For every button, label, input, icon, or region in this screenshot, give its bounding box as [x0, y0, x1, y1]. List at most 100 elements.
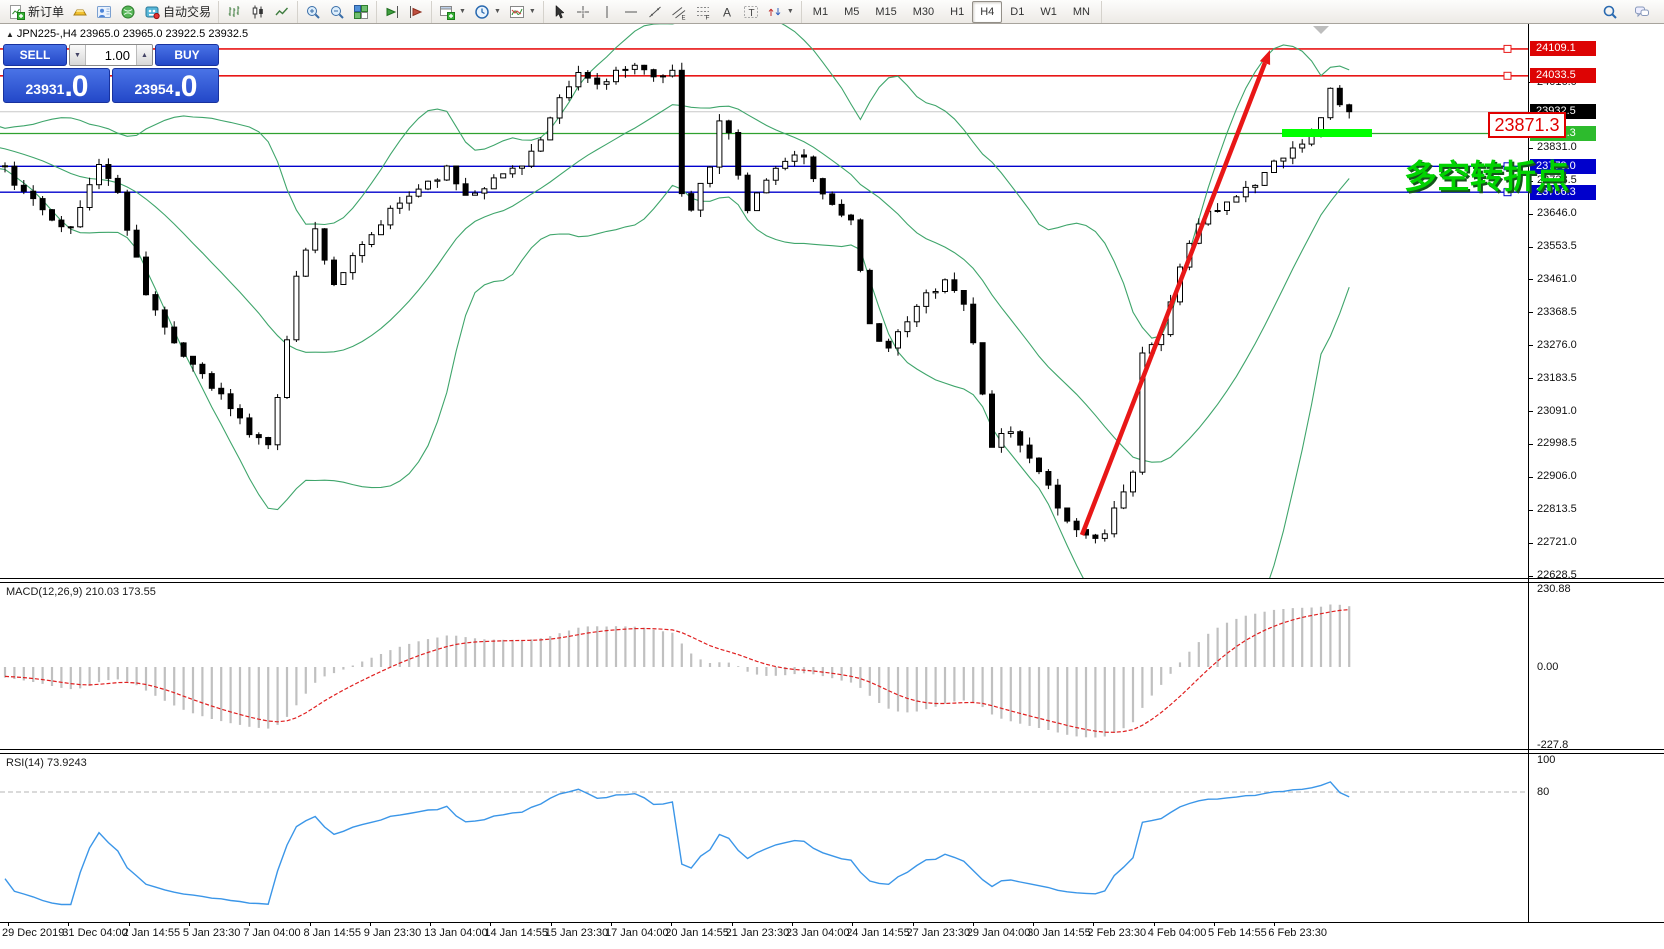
- algo-trading-button[interactable]: 自动交易: [140, 1, 215, 23]
- time-tick-label: 2 Jan 14:55: [122, 927, 181, 939]
- data-window-button[interactable]: [92, 1, 116, 23]
- bar-chart-button[interactable]: [222, 1, 246, 23]
- horizontal-line-button[interactable]: [619, 1, 643, 23]
- timeframe-m15-button[interactable]: M15: [867, 1, 904, 23]
- price-tick: [1528, 509, 1533, 511]
- sell-price-button[interactable]: 23931.0: [3, 68, 110, 103]
- time-tick-label: 29 Dec 2019: [2, 927, 65, 939]
- timeframe-mn-button[interactable]: MN: [1065, 1, 1098, 23]
- text-label-button[interactable]: T: [739, 1, 763, 23]
- timeframe-h1-button[interactable]: H1: [942, 1, 972, 23]
- timeframe-label: W1: [1040, 5, 1057, 18]
- textA-icon: A: [719, 4, 735, 20]
- price-tick: [1528, 312, 1533, 314]
- main-chart-pane[interactable]: [0, 24, 1528, 578]
- indicator-axis-label: 230.88: [1537, 582, 1571, 595]
- timeframe-d1-button[interactable]: D1: [1002, 1, 1032, 23]
- shapes-icon: [767, 4, 783, 20]
- market-watch-button[interactable]: [68, 1, 92, 23]
- line-handle: [1503, 71, 1512, 80]
- channel-button[interactable]: E: [667, 1, 691, 23]
- collapse-icon[interactable]: ▲: [6, 30, 14, 39]
- support-highlight-bar: [1282, 129, 1372, 137]
- time-tick-label: 17 Jan 04:00: [605, 927, 669, 939]
- search-icon: [1602, 4, 1618, 20]
- timeframe-label: M15: [875, 5, 897, 18]
- crosshair-button[interactable]: [571, 1, 595, 23]
- pane-separator[interactable]: [0, 749, 1664, 754]
- timeframe-label: D1: [1010, 5, 1025, 18]
- price-tick: [1528, 443, 1533, 445]
- indicators-button[interactable]: ▼: [505, 1, 540, 23]
- price-tick-label: 23831.0: [1537, 141, 1577, 154]
- timeframe-w1-button[interactable]: W1: [1032, 1, 1065, 23]
- pane-separator[interactable]: [0, 578, 1664, 583]
- price-annotation-box[interactable]: 23871.3: [1488, 112, 1566, 138]
- fibonacci-button[interactable]: F: [691, 1, 715, 23]
- timeframe-label: H1: [950, 5, 965, 18]
- channel-icon: E: [671, 4, 687, 20]
- time-tick: [490, 922, 492, 926]
- vline-icon: [599, 4, 615, 20]
- tiles-icon: [353, 4, 369, 20]
- autoscroll-icon: [384, 4, 400, 20]
- cursor-button[interactable]: [547, 1, 571, 23]
- macd-histogram: [3, 604, 1351, 738]
- buy-button[interactable]: BUY: [155, 44, 219, 66]
- turning-point-label[interactable]: 多空转折点: [1404, 158, 1569, 195]
- price-tick-label: 23091.0: [1537, 404, 1577, 417]
- price-tick: [1528, 345, 1533, 347]
- zoom-in-button[interactable]: [301, 1, 325, 23]
- candlestick-chart-button[interactable]: [246, 1, 270, 23]
- trendline-button[interactable]: [643, 1, 667, 23]
- timeframe-h4-button[interactable]: H4: [972, 0, 1003, 23]
- timeframe-m5-button[interactable]: M5: [836, 1, 867, 23]
- price-label-chip: 24109.1: [1530, 41, 1596, 57]
- volume-value[interactable]: 1.00: [104, 48, 130, 63]
- dropdown-caret-icon: ▼: [493, 8, 501, 15]
- shapes-button[interactable]: ▼: [763, 1, 798, 23]
- macd-pane[interactable]: [0, 583, 1528, 749]
- text-button[interactable]: A: [715, 1, 739, 23]
- line-chart-button[interactable]: [270, 1, 294, 23]
- chart-period-button[interactable]: ▼: [470, 1, 505, 23]
- tile-windows-button[interactable]: [349, 1, 373, 23]
- search-button[interactable]: [1598, 1, 1622, 23]
- time-tick: [671, 922, 673, 926]
- indicator-axis-label: 100: [1537, 753, 1556, 766]
- toolbar-right: [1598, 1, 1664, 23]
- auto-scroll-button[interactable]: [380, 1, 404, 23]
- symbol-info[interactable]: ▲ JPN225-,H4 23965.0 23965.0 23922.5 2393…: [6, 28, 248, 40]
- time-tick: [1274, 922, 1276, 926]
- indicator-axis-label: 80: [1537, 785, 1550, 798]
- time-tick: [550, 922, 552, 926]
- rsi-pane[interactable]: [0, 754, 1528, 921]
- time-tick: [68, 922, 70, 926]
- toolbar-group: 新订单 自动交易: [2, 0, 220, 23]
- price-tick-label: 23368.5: [1537, 305, 1577, 318]
- volume-increase-button[interactable]: ▲: [136, 45, 152, 65]
- vertical-line-button[interactable]: [595, 1, 619, 23]
- bars-icon: [226, 4, 242, 20]
- navigator-button[interactable]: [116, 1, 140, 23]
- zoom-out-button[interactable]: [325, 1, 349, 23]
- svg-text:E: E: [681, 15, 685, 20]
- volume-stepper[interactable]: ▼ 1.00 ▲: [69, 44, 153, 66]
- clock-icon: [474, 4, 490, 20]
- volume-decrease-button[interactable]: ▼: [70, 45, 86, 65]
- sell-button[interactable]: SELL: [3, 44, 67, 66]
- price-tick-label: 23461.0: [1537, 272, 1577, 285]
- macd-label: MACD(12,26,9) 210.03 173.55: [6, 586, 156, 598]
- time-tick: [309, 922, 311, 926]
- new-chart-button[interactable]: ▼: [435, 1, 470, 23]
- timeframe-m30-button[interactable]: M30: [905, 1, 942, 23]
- toolbar-group: [377, 0, 433, 23]
- time-tick: [188, 922, 190, 926]
- chat-button[interactable]: [1630, 1, 1654, 23]
- buy-price-button[interactable]: 23954.0: [112, 68, 219, 103]
- timeframe-m1-button[interactable]: M1: [805, 1, 836, 23]
- rsi-line: [4, 781, 1350, 906]
- chart-shift-button[interactable]: [404, 1, 428, 23]
- new-order-button[interactable]: 新订单: [5, 1, 68, 23]
